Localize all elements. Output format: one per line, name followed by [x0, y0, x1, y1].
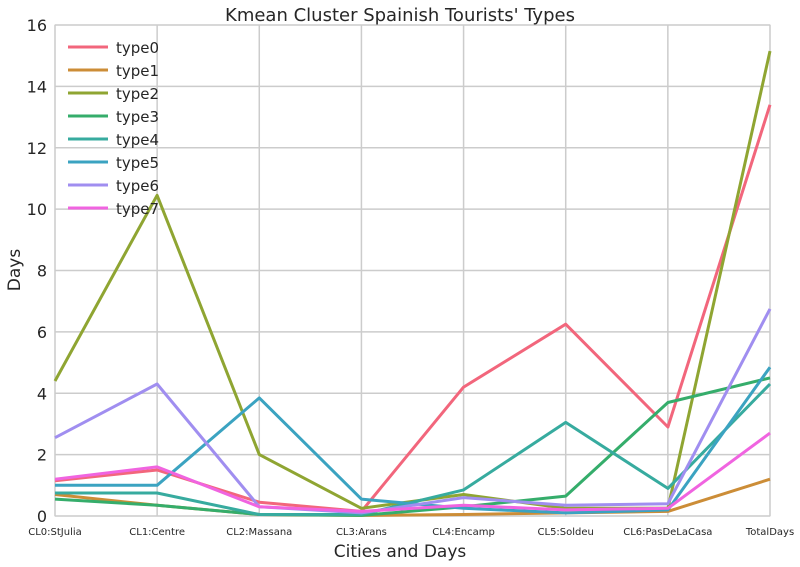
- legend-label-type5: type5: [116, 154, 159, 172]
- x-tick-label: CL1:Centre: [129, 527, 185, 538]
- y-tick-label: 4: [37, 384, 47, 403]
- y-tick-label: 0: [37, 507, 47, 526]
- y-tick-label: 10: [27, 200, 47, 219]
- grid-lines: [54, 24, 771, 517]
- x-tick-label: CL2:Massana: [226, 527, 292, 538]
- x-tick-label: CL4:Encamp: [432, 527, 495, 538]
- y-axis-label: Days: [5, 249, 25, 292]
- series-line-type5: [55, 366, 772, 515]
- x-tick-label: TotalDays: [745, 527, 794, 538]
- legend-label-type2: type2: [116, 85, 159, 103]
- legend-label-type4: type4: [116, 131, 159, 149]
- x-tick-label: CL3:Arans: [336, 527, 387, 538]
- y-tick-labels: 0 2 4 6 8 10 12 14 16: [27, 16, 47, 526]
- y-tick-label: 6: [37, 323, 47, 342]
- x-axis-label: Cities and Days: [334, 542, 467, 562]
- legend-label-type7: type7: [116, 200, 159, 218]
- series-lines: [53, 50, 772, 517]
- x-tick-label: CL5:Soldeu: [538, 527, 594, 538]
- x-tick-label: CL6:PasDeLaCasa: [623, 527, 712, 538]
- legend: type0 type1 type2 type3 type4 type5 type6 type7: [68, 39, 159, 218]
- legend-label-type0: type0: [116, 39, 159, 57]
- x-tick-label: CL0:StJulia: [28, 527, 82, 538]
- series-line-type6: [54, 308, 772, 515]
- series-line-type7: [54, 431, 771, 513]
- series-line-type0: [54, 104, 772, 513]
- y-tick-label: 16: [27, 16, 47, 35]
- x-tick-labels: CL0:StJulia CL1:Centre CL2:Massana CL3:Aran…: [28, 527, 794, 538]
- chart-title: Kmean Cluster Spainish Tourists' Types: [225, 5, 575, 26]
- y-tick-label: 12: [27, 139, 47, 158]
- legend-label-type1: type1: [116, 62, 159, 80]
- legend-label-type3: type3: [116, 108, 159, 126]
- series-line-type3: [54, 376, 771, 517]
- legend-label-type6: type6: [116, 177, 159, 195]
- y-tick-label: 2: [37, 446, 47, 465]
- y-tick-label: 14: [27, 77, 47, 96]
- y-tick-label: 8: [37, 262, 47, 281]
